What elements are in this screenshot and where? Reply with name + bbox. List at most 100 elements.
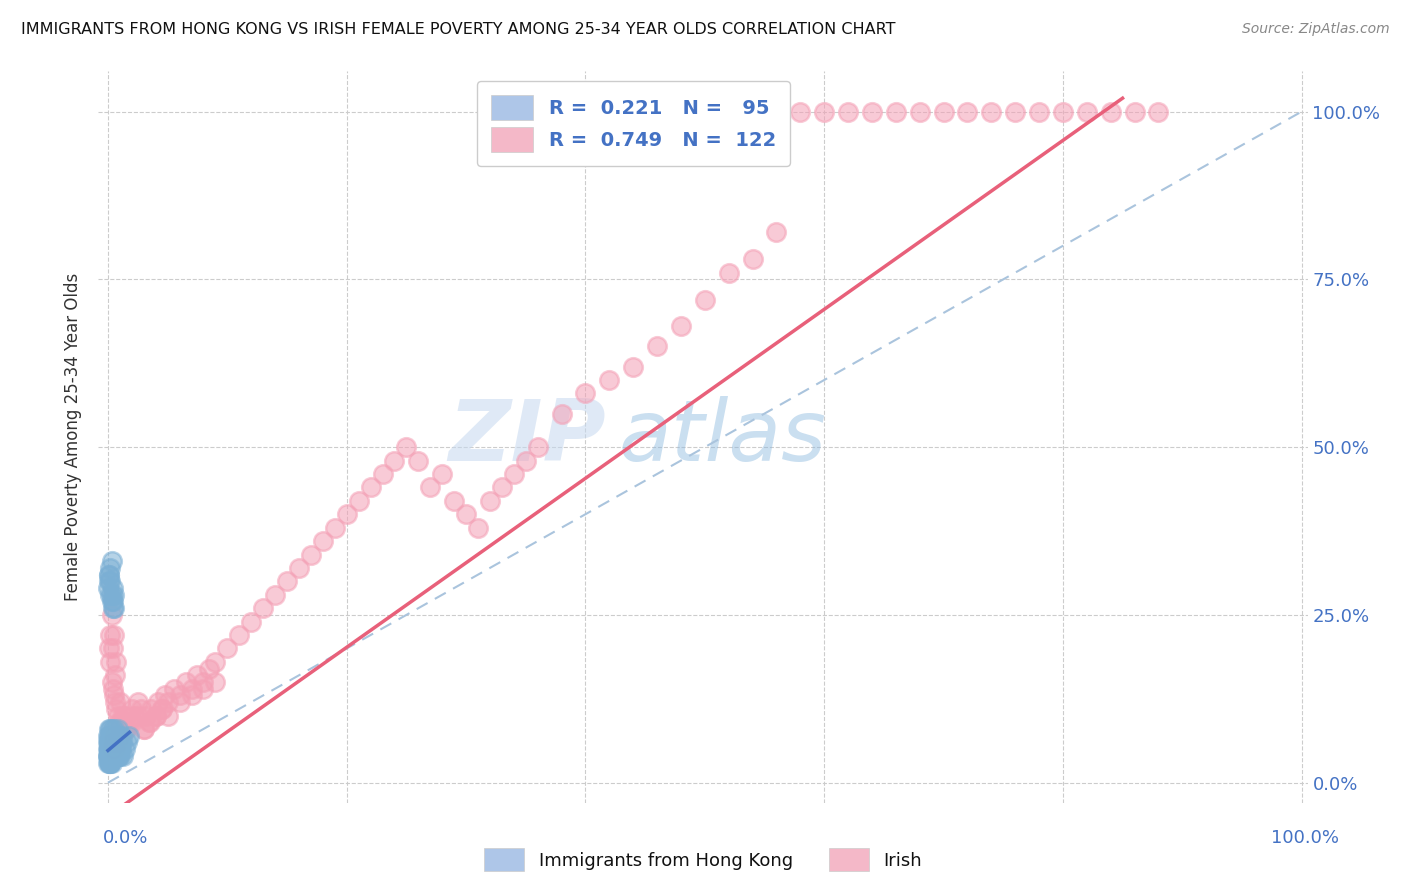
Point <box>550 407 572 421</box>
Point <box>98 748 121 763</box>
Point <box>1099 104 1122 119</box>
Point <box>111 729 134 743</box>
Point <box>621 104 644 119</box>
Legend: R =  0.221   N =   95, R =  0.749   N =  122: R = 0.221 N = 95, R = 0.749 N = 122 <box>477 81 790 166</box>
Text: ZIP: ZIP <box>449 395 606 479</box>
Text: 100.0%: 100.0% <box>1271 829 1339 847</box>
Point <box>101 742 124 756</box>
Point <box>107 742 129 756</box>
Point <box>574 386 596 401</box>
Point <box>146 695 169 709</box>
Point <box>467 521 489 535</box>
Point <box>97 729 120 743</box>
Point <box>107 708 129 723</box>
Point <box>837 104 859 119</box>
Point <box>980 104 1002 119</box>
Point <box>765 226 787 240</box>
Legend: Immigrants from Hong Kong, Irish: Immigrants from Hong Kong, Irish <box>477 841 929 879</box>
Point <box>169 689 191 703</box>
Point <box>100 748 122 763</box>
Point <box>693 104 716 119</box>
Point <box>98 748 121 763</box>
Point <box>408 453 430 467</box>
Y-axis label: Female Poverty Among 25-34 Year Olds: Female Poverty Among 25-34 Year Olds <box>65 273 83 601</box>
Point <box>103 628 125 642</box>
Point <box>105 735 128 749</box>
Point <box>97 748 120 763</box>
Point <box>107 722 129 736</box>
Point <box>105 742 128 756</box>
Point <box>186 668 208 682</box>
Point <box>98 655 121 669</box>
Point <box>443 493 465 508</box>
Point <box>103 748 125 763</box>
Point <box>103 601 125 615</box>
Point <box>101 742 124 756</box>
Point <box>101 681 124 696</box>
Point <box>669 104 692 119</box>
Text: 0.0%: 0.0% <box>103 829 148 847</box>
Point <box>105 702 128 716</box>
Point <box>100 554 122 568</box>
Point <box>100 594 122 608</box>
Point <box>598 104 620 119</box>
Point <box>115 722 138 736</box>
Point <box>98 722 121 736</box>
Point <box>98 561 121 575</box>
Point <box>122 708 145 723</box>
Point <box>419 480 441 494</box>
Point <box>100 722 122 736</box>
Point <box>932 104 955 119</box>
Point <box>1052 104 1074 119</box>
Point <box>100 588 122 602</box>
Point <box>112 708 135 723</box>
Point <box>101 601 124 615</box>
Point <box>100 756 122 770</box>
Point <box>347 493 370 508</box>
Point <box>1028 104 1050 119</box>
Point <box>180 689 202 703</box>
Point <box>107 735 129 749</box>
Point <box>193 681 215 696</box>
Point <box>107 735 129 749</box>
Point <box>228 628 250 642</box>
Point <box>621 359 644 374</box>
Point <box>108 742 131 756</box>
Point <box>132 722 155 736</box>
Point <box>789 104 811 119</box>
Point <box>101 735 124 749</box>
Point <box>478 493 501 508</box>
Point <box>693 293 716 307</box>
Point <box>323 521 346 535</box>
Point <box>97 567 120 582</box>
Text: IMMIGRANTS FROM HONG KONG VS IRISH FEMALE POVERTY AMONG 25-34 YEAR OLDS CORRELAT: IMMIGRANTS FROM HONG KONG VS IRISH FEMAL… <box>21 22 896 37</box>
Point <box>139 715 162 730</box>
Point <box>145 708 167 723</box>
Point <box>502 467 524 481</box>
Point <box>97 735 120 749</box>
Point <box>198 662 221 676</box>
Point <box>98 756 121 770</box>
Point <box>104 729 127 743</box>
Point <box>174 675 197 690</box>
Point <box>98 729 121 743</box>
Point <box>104 748 127 763</box>
Point <box>104 742 127 756</box>
Point <box>97 748 120 763</box>
Point <box>97 748 120 763</box>
Point <box>107 742 129 756</box>
Point <box>491 480 513 494</box>
Point <box>264 588 287 602</box>
Point <box>169 695 191 709</box>
Point <box>97 742 120 756</box>
Point <box>98 756 121 770</box>
Point <box>111 735 134 749</box>
Point <box>100 742 122 756</box>
Point <box>98 748 121 763</box>
Point <box>105 655 128 669</box>
Point <box>526 440 548 454</box>
Point <box>107 729 129 743</box>
Point <box>813 104 835 119</box>
Point <box>98 748 121 763</box>
Point <box>98 756 121 770</box>
